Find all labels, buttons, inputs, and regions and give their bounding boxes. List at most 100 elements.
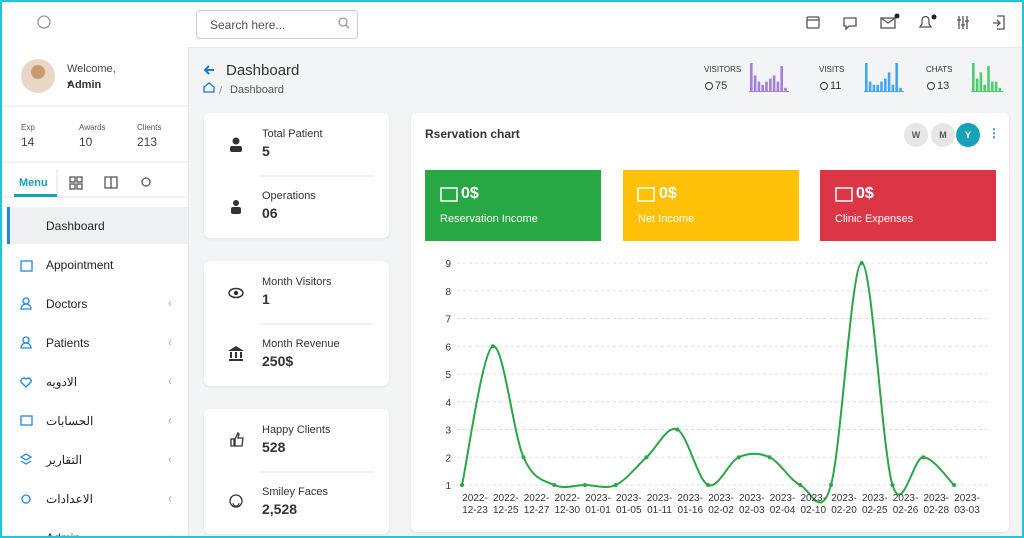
x-tick-label: 2023-02-28 [923, 493, 949, 516]
data-point [798, 483, 803, 487]
mini-bar [772, 75, 776, 91]
x-tick-label: 2022-12-30 [554, 493, 580, 516]
data-point [490, 344, 495, 349]
data-point [552, 483, 557, 487]
active-menu-bar [7, 207, 10, 244]
y-tick-label: 4 [445, 398, 451, 409]
header-stat-icon [705, 82, 713, 90]
more-menu[interactable]: ⋮ [988, 126, 1000, 140]
mini-bar [865, 63, 868, 91]
card-value: 250$ [262, 353, 294, 369]
page-title: Dashboard [226, 62, 300, 79]
y-tick-label: 8 [445, 287, 451, 298]
chevron: ‹ [168, 413, 172, 427]
x-tick-label: 2023-03-03 [954, 493, 980, 516]
tab[interactable]: Menu [19, 177, 48, 189]
mini-bar [895, 63, 898, 91]
breadcrumb: Dashboard [230, 84, 284, 96]
menu-item[interactable]: Appointment [46, 258, 114, 272]
mini-bar [776, 81, 780, 91]
chevron: ‹ [168, 335, 172, 349]
avatar-face [31, 65, 45, 79]
mini-bar [750, 63, 753, 91]
data-point [583, 483, 587, 487]
mini-bar [884, 78, 887, 91]
mini-bar [979, 72, 983, 91]
welcome: Welcome, [67, 63, 116, 75]
income-label: Reservation Income [440, 213, 538, 225]
period-toggle[interactable]: M [931, 123, 955, 147]
x-tick-label: 2023-02-04 [770, 493, 796, 516]
x-tick-label: 2023-02-20 [831, 493, 857, 516]
menu-item[interactable]: الادويه [46, 375, 78, 389]
card-icons [228, 137, 244, 508]
mini-bar [975, 78, 979, 91]
x-tick-label: 2023-01-11 [647, 493, 673, 516]
header-stat-label: CHATS [926, 65, 953, 74]
header-stat-icon [820, 82, 828, 90]
mini-bar [994, 81, 998, 91]
card-label: Total Patient [262, 128, 323, 140]
data-point [829, 483, 833, 487]
data-point [952, 483, 956, 487]
mini-bar [784, 87, 787, 91]
chevron: ‹ [168, 374, 172, 388]
mini-bar [769, 78, 772, 91]
card-value: 06 [262, 205, 278, 221]
income-box [623, 170, 799, 241]
mini-bar [868, 81, 872, 91]
income-amount: 0$ [659, 185, 677, 202]
search-box[interactable]: Search here... [196, 10, 358, 39]
icons [19, 13, 1005, 504]
mini-bar [998, 87, 1002, 91]
card-label: Smiley Faces [262, 486, 329, 498]
mini-bar [872, 84, 876, 91]
stat-value: 14 [21, 135, 35, 149]
x-tick-label: 2022-12-25 [493, 493, 519, 516]
menu-item[interactable]: الاعدادات [46, 492, 93, 506]
caret: ▼ [66, 81, 73, 88]
menu-item[interactable]: Patients [46, 336, 90, 350]
data-point [921, 455, 926, 460]
x-tick-label: 2023-02-25 [862, 493, 888, 516]
top-bar [2, 2, 1022, 48]
menu-item[interactable]: Dashboard [46, 219, 105, 233]
menu-item[interactable]: الحسابات [46, 414, 94, 428]
mini-bar [876, 84, 879, 91]
card-value: 1 [262, 291, 270, 307]
period-toggle[interactable]: Y [956, 123, 980, 147]
tab-underline [14, 194, 57, 197]
mini-bar [972, 63, 975, 91]
chevron: ‹ [168, 530, 172, 538]
menu-item[interactable]: التقارير [46, 453, 83, 467]
data-point [644, 455, 649, 460]
search-placeholder: Search here... [210, 18, 286, 32]
card-value: 5 [262, 143, 270, 159]
x-tick-label: 2023-01-16 [677, 493, 703, 516]
period-toggle[interactable]: W [904, 123, 928, 147]
stat-label: Clients [137, 123, 162, 132]
breadcrumb-sep: / [219, 85, 223, 97]
header-stat-value: 75 [715, 80, 728, 92]
chevron: ‹ [168, 452, 172, 466]
data-point [890, 483, 895, 487]
x-tick-label: 2023-01-01 [585, 493, 611, 516]
stat-label: Awards [79, 123, 106, 132]
data-point [460, 483, 464, 487]
menu-item[interactable]: Doctors [46, 297, 88, 311]
chart-title: Rservation chart [425, 127, 520, 141]
mini-bar [761, 84, 764, 91]
card-value: 2,528 [262, 501, 298, 517]
menu-item[interactable]: Admin [46, 531, 81, 538]
active-menu-bg [7, 207, 188, 244]
card-label: Month Visitors [262, 276, 332, 288]
income-label: Net Income [638, 213, 695, 225]
box-icons [440, 187, 853, 202]
y-tick-label: 2 [445, 453, 451, 464]
x-tick-label: 2022-12-27 [524, 493, 550, 516]
card-value: 528 [262, 439, 286, 455]
stat-value: 10 [79, 135, 93, 149]
income-amount: 0$ [856, 185, 874, 202]
data-point [767, 455, 772, 460]
